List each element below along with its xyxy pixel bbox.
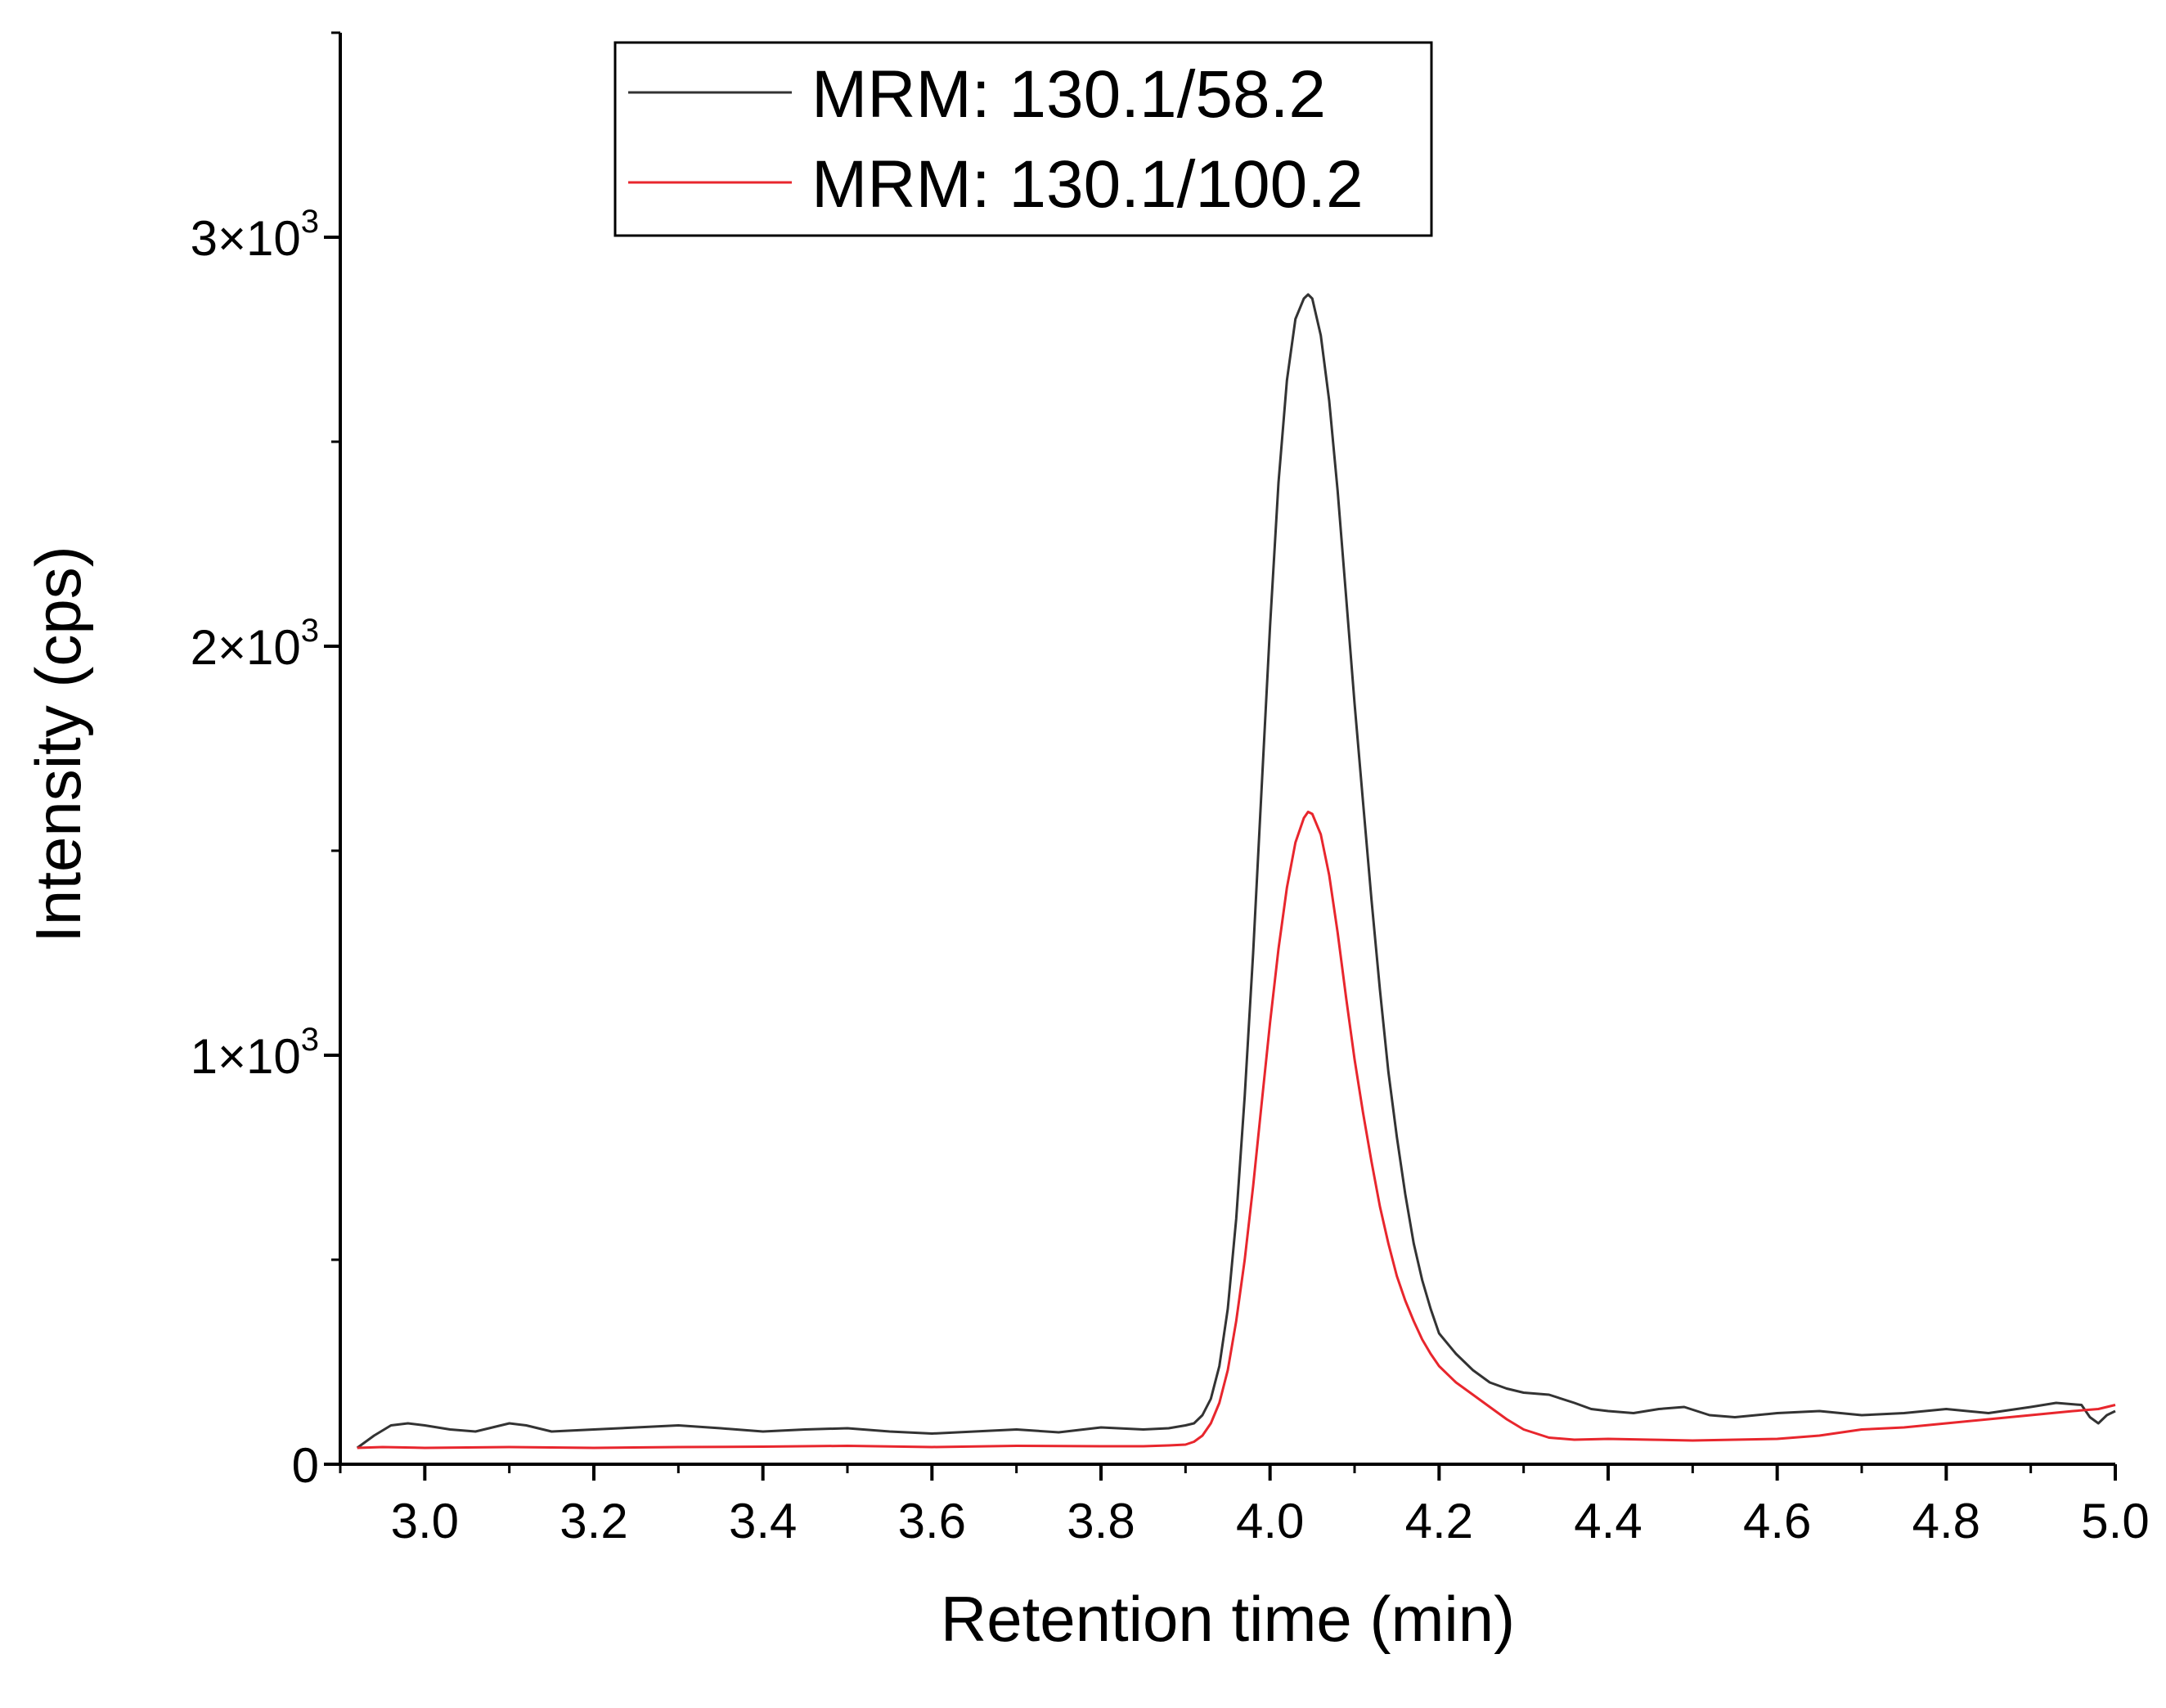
y-tick-label: 1×103 <box>191 1022 319 1084</box>
legend-label-mrm-100: MRM: 130.1/100.2 <box>811 147 1364 222</box>
series-line-1 <box>357 811 2116 1450</box>
x-tick-label: 4.0 <box>1236 1494 1304 1548</box>
x-axis-ticks: 3.0 3.2 3.4 3.6 3.8 4.0 4.2 4.4 4.6 4.8 5.0 <box>339 1464 2150 1548</box>
legend-label-mrm-58: MRM: 130.1/58.2 <box>811 57 1326 132</box>
x-tick-label: 4.2 <box>1405 1494 1473 1548</box>
x-tick-label: 4.6 <box>1743 1494 1811 1548</box>
x-axis-title: Retention time (min) <box>941 1583 1515 1655</box>
series-layer <box>356 293 2116 1450</box>
series-line-0 <box>356 293 2116 1450</box>
x-tick-label: 4.8 <box>1912 1494 1980 1548</box>
x-tick-label: 3.0 <box>391 1494 459 1548</box>
legend-box <box>613 41 1433 237</box>
legend: MRM: 130.1/58.2 MRM: 130.1/100.2 <box>613 41 1433 237</box>
x-tick-label: 3.8 <box>1067 1494 1135 1548</box>
x-tick-label: 3.4 <box>729 1494 797 1548</box>
x-tick-label: 3.2 <box>559 1494 627 1548</box>
x-tick-label: 5.0 <box>2081 1494 2149 1548</box>
y-axis-title: Intensity (cps) <box>22 546 94 942</box>
y-tick-label: 3×103 <box>191 204 319 266</box>
y-tick-label: 0 <box>292 1438 319 1493</box>
y-tick-label: 2×103 <box>191 613 319 675</box>
x-tick-label: 3.6 <box>898 1494 966 1548</box>
x-tick-label: 4.4 <box>1574 1494 1642 1548</box>
y-axis-ticks: 0 1×103 2×103 3×103 <box>191 31 340 1493</box>
